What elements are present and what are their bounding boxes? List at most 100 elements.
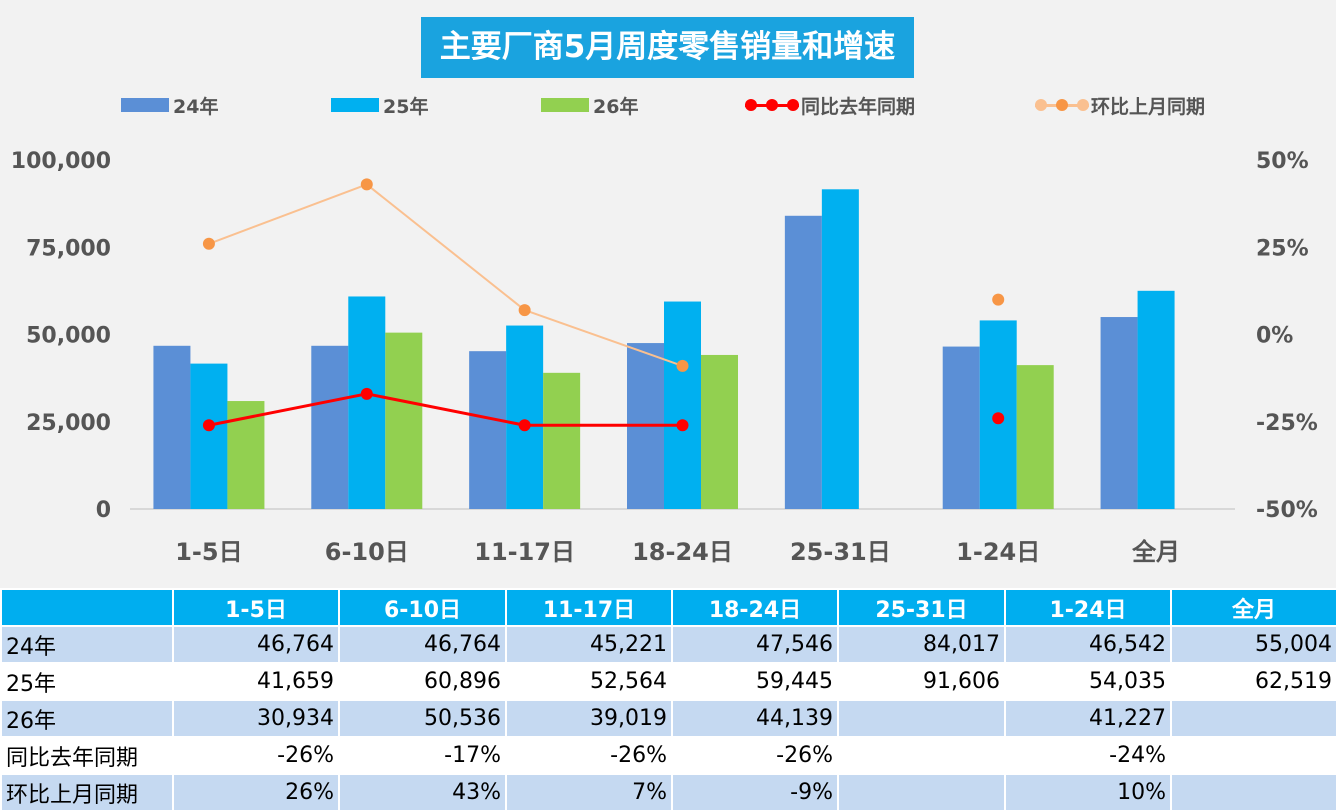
chart-area: 主要厂商5月周度零售销量和增速 24年 25年 26年 同比去年同期 环比上月同… bbox=[10, 17, 1318, 566]
table-row: 25年 41,659 60,896 52,564 59,445 91,606 54,035 6… bbox=[0, 662, 1336, 701]
table-cell bbox=[1170, 699, 1336, 738]
bar-25年 bbox=[821, 189, 859, 510]
point-同比去年同期 bbox=[992, 412, 1005, 425]
table-cell bbox=[1170, 736, 1336, 775]
plot-svg: 0 25,000 50,000 75,000 100,000 -50% -25% 0% 25% 5… bbox=[11, 149, 1318, 566]
table-cell: 59,445 bbox=[671, 662, 839, 701]
y-left-tick-label: 0 bbox=[96, 498, 111, 523]
point-环比上月同期 bbox=[360, 178, 373, 191]
point-环比上月同期 bbox=[676, 359, 689, 372]
point-同比去年同期 bbox=[518, 419, 531, 432]
y-left-tick-label: 100,000 bbox=[11, 149, 111, 174]
table-cell: 60,896 bbox=[338, 662, 507, 701]
bar-25年 bbox=[664, 301, 701, 509]
table-cell: 62,519 bbox=[1170, 662, 1336, 701]
table-row-label: 25年 bbox=[0, 662, 174, 701]
legend-label-25: 25年 bbox=[383, 95, 429, 118]
table-cell: 26% bbox=[172, 773, 340, 812]
bar-26年 bbox=[543, 372, 581, 509]
table-header-cell: 1-24日 bbox=[1004, 588, 1172, 627]
table-cell: 7% bbox=[505, 773, 673, 812]
y-right-tick-label: -25% bbox=[1256, 411, 1318, 436]
table-body: 24年 46,764 46,764 45,221 47,546 84,017 46,542 5… bbox=[0, 625, 1336, 812]
point-环比上月同期 bbox=[518, 304, 531, 317]
table-cell: 41,227 bbox=[1004, 699, 1172, 738]
table-cell: 10% bbox=[1004, 773, 1172, 812]
table-header-row: 1-5日 6-10日 11-17日 18-24日 25-31日 1-24日 全月 bbox=[0, 588, 1336, 627]
line-segment-环比上月同期 bbox=[208, 183, 368, 245]
table-cell: 46,764 bbox=[338, 625, 507, 664]
table-cell: -26% bbox=[671, 736, 839, 775]
table-header-cell: 18-24日 bbox=[671, 588, 839, 627]
x-tick-label: 11-17日 bbox=[474, 538, 575, 566]
table-header-cell: 6-10日 bbox=[338, 588, 507, 627]
bar-25年 bbox=[348, 296, 386, 509]
y-right-tick-label: -50% bbox=[1256, 498, 1318, 523]
legend-24: 24年 bbox=[121, 92, 218, 118]
table-cell: 46,542 bbox=[1004, 625, 1172, 664]
table-cell: 47,546 bbox=[671, 625, 839, 664]
table-row-label: 环比上月同期 bbox=[0, 773, 174, 812]
legend-label-mom: 环比上月同期 bbox=[1091, 95, 1206, 118]
data-table: 1-5日 6-10日 11-17日 18-24日 25-31日 1-24日 全月 24年 46… bbox=[0, 588, 1336, 812]
y-left-tick-label: 75,000 bbox=[26, 236, 111, 261]
legend-label-24: 24年 bbox=[173, 95, 219, 118]
point-同比去年同期 bbox=[360, 387, 373, 400]
line-segment-同比去年同期 bbox=[366, 392, 525, 427]
table-cell: -24% bbox=[1004, 736, 1172, 775]
x-tick-label: 6-10日 bbox=[325, 538, 409, 566]
table-row: 同比去年同期 -26% -17% -26% -26% -24% bbox=[0, 736, 1336, 775]
bar-24年 bbox=[311, 345, 349, 509]
table-cell: 55,004 bbox=[1170, 625, 1336, 664]
bar-26年 bbox=[1016, 365, 1054, 509]
chart-title: 主要厂商5月周度零售销量和增速 bbox=[421, 17, 914, 78]
line-segment-环比上月同期 bbox=[366, 183, 526, 311]
table-cell: 45,221 bbox=[505, 625, 673, 664]
table-cell: 54,035 bbox=[1004, 662, 1172, 701]
legend-label-yoy: 同比去年同期 bbox=[801, 95, 916, 118]
y-right-tick-label: 25% bbox=[1256, 236, 1309, 261]
x-tick-label: 18-24日 bbox=[632, 538, 733, 566]
legend-yoy: 同比去年同期 bbox=[745, 92, 915, 118]
line-segment-同比去年同期 bbox=[208, 392, 368, 427]
table-cell: 30,934 bbox=[172, 699, 340, 738]
table-cell bbox=[837, 699, 1006, 738]
table-cell bbox=[837, 736, 1006, 775]
y-left-tick-label: 25,000 bbox=[26, 411, 111, 436]
legend-swatch-25 bbox=[331, 98, 379, 112]
table-cell: 41,659 bbox=[172, 662, 340, 701]
bar-25年 bbox=[1137, 290, 1175, 509]
point-同比去年同期 bbox=[676, 419, 689, 432]
legend-26: 26年 bbox=[541, 92, 638, 118]
bar-26年 bbox=[385, 332, 423, 509]
bar-24年 bbox=[469, 351, 507, 509]
legend-swatch-26 bbox=[541, 98, 589, 112]
point-环比上月同期 bbox=[202, 237, 215, 250]
legend-25: 25年 bbox=[331, 92, 428, 118]
table-cell: 39,019 bbox=[505, 699, 673, 738]
table-row-label: 26年 bbox=[0, 699, 174, 738]
point-同比去年同期 bbox=[202, 419, 215, 432]
table-cell bbox=[1170, 773, 1336, 812]
table-header-cell: 全月 bbox=[1170, 588, 1336, 627]
x-tick-label: 1-5日 bbox=[175, 538, 242, 566]
point-环比上月同期 bbox=[992, 293, 1005, 306]
y-right-tick-label: 0% bbox=[1256, 324, 1293, 349]
table-header-cell: 11-17日 bbox=[505, 588, 673, 627]
legend-mom: 环比上月同期 bbox=[1035, 92, 1205, 118]
table-cell: 43% bbox=[338, 773, 507, 812]
table-cell: 91,606 bbox=[837, 662, 1006, 701]
table-cell: 52,564 bbox=[505, 662, 673, 701]
legend-swatch-24 bbox=[121, 98, 169, 112]
table-cell: 50,536 bbox=[338, 699, 507, 738]
table-cell: 84,017 bbox=[837, 625, 1006, 664]
table-row-label: 24年 bbox=[0, 625, 174, 664]
table-cell: 44,139 bbox=[671, 699, 839, 738]
table-cell: -26% bbox=[505, 736, 673, 775]
legend-label-26: 26年 bbox=[593, 95, 639, 118]
table-cell: 46,764 bbox=[172, 625, 340, 664]
table-cell: -26% bbox=[172, 736, 340, 775]
bar-25年 bbox=[506, 325, 544, 509]
table-row-label: 同比去年同期 bbox=[0, 736, 174, 775]
legend-line-mom bbox=[1035, 95, 1089, 115]
